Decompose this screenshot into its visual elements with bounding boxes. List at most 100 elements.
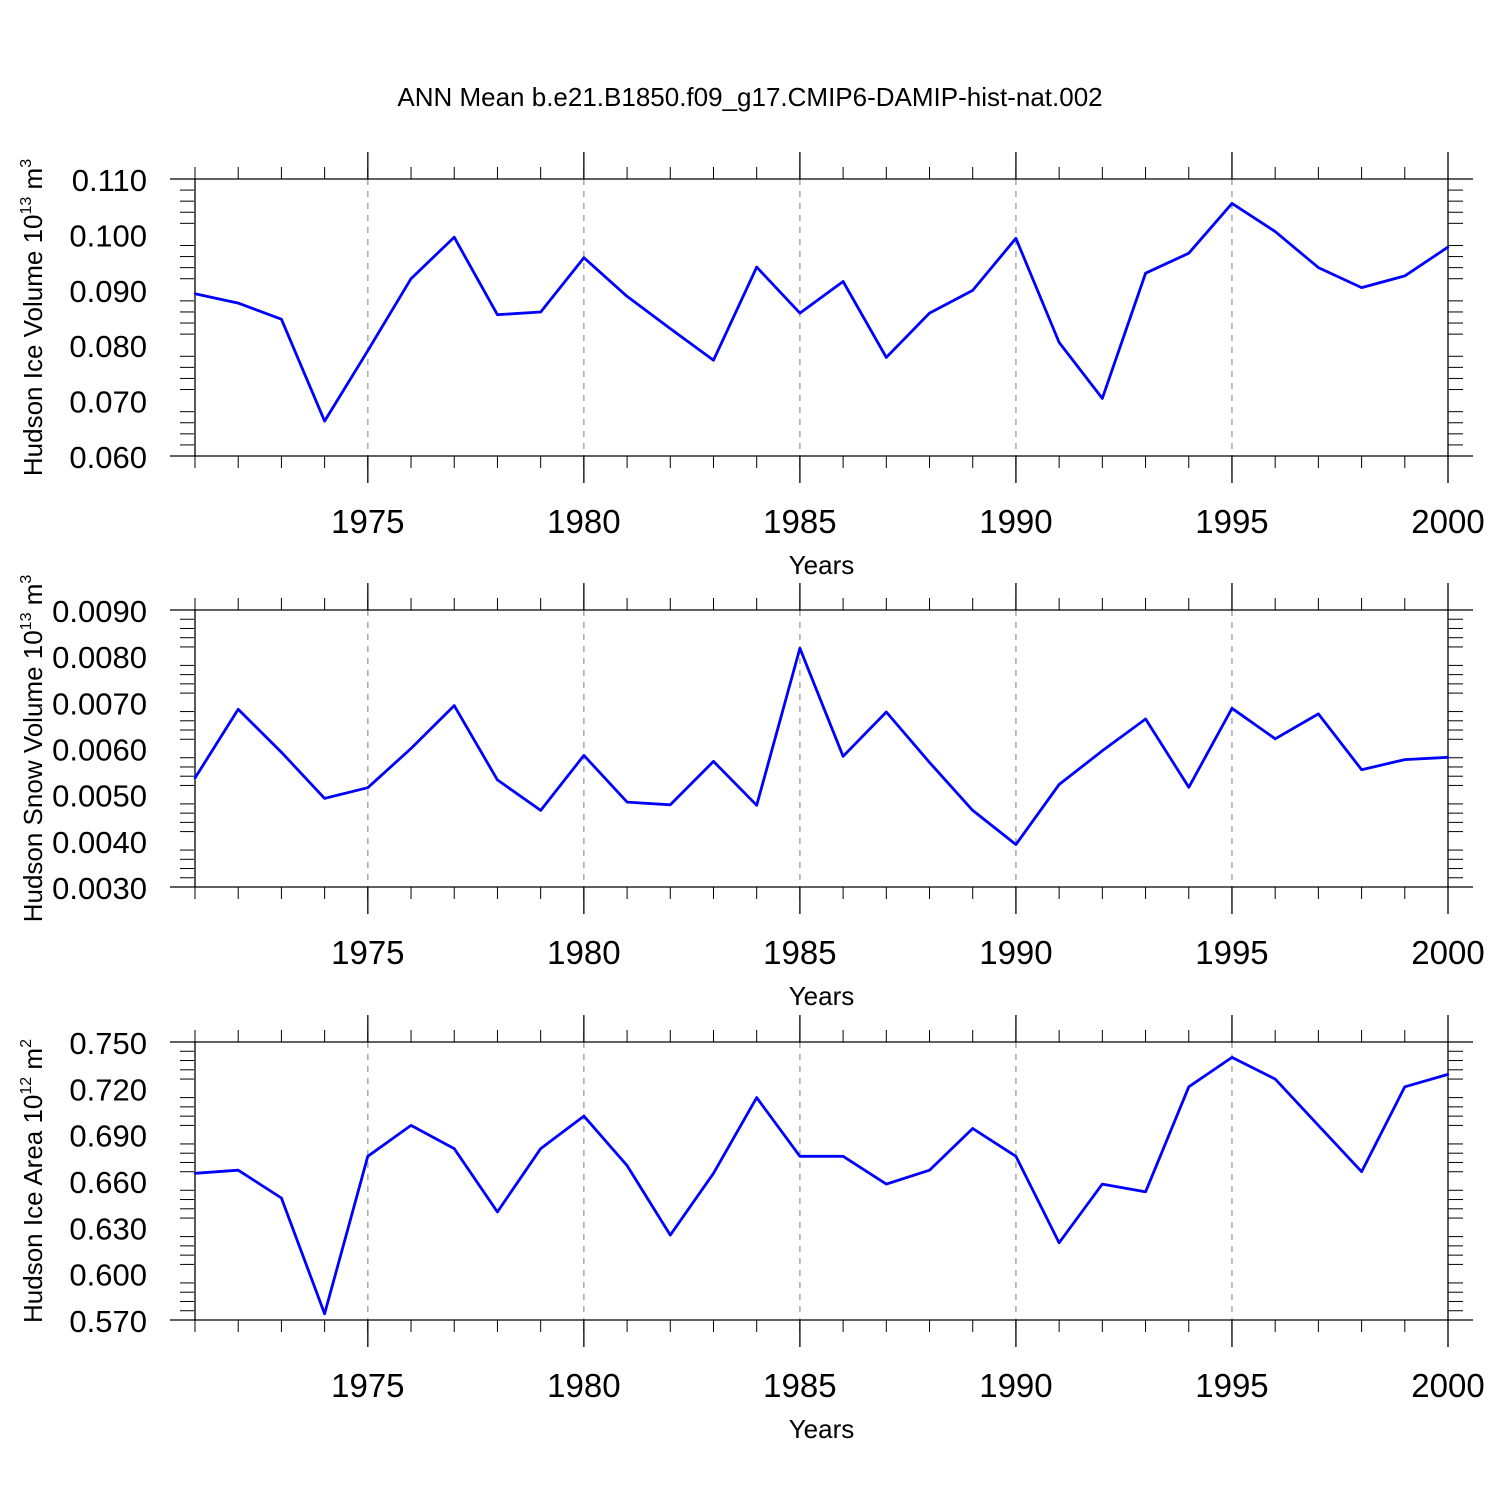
y-axis-label-text: Hudson Snow Volume 10 xyxy=(18,630,48,922)
y-tick-label: 0.690 xyxy=(69,1119,147,1154)
series-line xyxy=(194,1056,1449,1316)
data-point-1997 xyxy=(1317,266,1320,269)
data-point-1995 xyxy=(1230,202,1234,205)
data-point-1995 xyxy=(1230,1056,1234,1059)
data-point-1996 xyxy=(1273,230,1277,233)
chart-title: ANN Mean b.e21.B1850.f09_g17.CMIP6-DAMIP… xyxy=(397,82,1102,112)
data-point-1991 xyxy=(1057,341,1061,344)
data-point-2000 xyxy=(1446,1073,1450,1076)
data-point-1989 xyxy=(971,809,974,812)
y-axis-label-unit: m xyxy=(18,168,48,197)
data-point-1983 xyxy=(712,1172,715,1175)
x-axis-label: Years xyxy=(789,1414,855,1444)
x-tick-label: 1980 xyxy=(547,934,620,971)
data-point-1980 xyxy=(582,754,586,757)
data-point-1977 xyxy=(453,1147,456,1150)
data-point-1980 xyxy=(582,1114,586,1118)
y-tick-label: 0.0080 xyxy=(52,640,147,675)
data-point-1998 xyxy=(1360,286,1363,289)
data-point-1984 xyxy=(755,1096,758,1099)
data-point-1973 xyxy=(280,750,283,754)
data-point-1974 xyxy=(323,797,326,800)
data-point-1997 xyxy=(1317,712,1320,716)
data-point-1996 xyxy=(1273,1077,1277,1081)
data-point-1990 xyxy=(1014,237,1018,240)
data-point-1971 xyxy=(193,776,197,780)
data-point-2000 xyxy=(1446,245,1450,249)
y-tick-label: 0.0040 xyxy=(52,825,147,860)
y-tick-label: 0.0050 xyxy=(52,779,147,814)
x-tick-label: 1995 xyxy=(1195,1367,1268,1404)
y-axis-label-exponent: 13 xyxy=(18,197,35,215)
data-point-1993 xyxy=(1144,271,1147,275)
x-tick-label: 1975 xyxy=(331,934,404,971)
data-point-1979 xyxy=(539,1147,542,1150)
data-point-1993 xyxy=(1144,717,1147,721)
data-point-1973 xyxy=(280,1196,283,1200)
data-point-1998 xyxy=(1360,1170,1363,1173)
y-axis-label-text: Hudson Ice Area 10 xyxy=(18,1095,48,1323)
data-point-1986 xyxy=(841,280,845,283)
data-point-1981 xyxy=(625,295,629,298)
data-point-1971 xyxy=(193,292,197,295)
data-point-1993 xyxy=(1144,1190,1147,1194)
y-axis-label: Hudson Ice Area 1012 m2 xyxy=(18,1039,48,1323)
data-point-1992 xyxy=(1101,1182,1104,1186)
x-tick-label: 1980 xyxy=(547,1367,620,1404)
data-point-1974 xyxy=(323,419,326,423)
data-point-1985 xyxy=(798,1155,802,1158)
y-tick-label: 0.720 xyxy=(69,1072,147,1107)
data-point-1991 xyxy=(1057,1241,1061,1244)
data-point-1981 xyxy=(625,1164,629,1167)
x-tick-label: 2000 xyxy=(1411,503,1484,540)
data-point-1982 xyxy=(669,327,672,330)
data-point-2000 xyxy=(1446,756,1450,759)
y-tick-label: 0.600 xyxy=(69,1258,147,1293)
x-tick-label: 2000 xyxy=(1411,1367,1484,1404)
x-tick-label: 1990 xyxy=(979,1367,1052,1404)
data-point-1982 xyxy=(669,803,672,807)
y-tick-label: 0.110 xyxy=(72,163,147,198)
y-axis-label-unit-exponent: 3 xyxy=(18,159,35,168)
y-axis-label-unit-exponent: 3 xyxy=(18,575,35,584)
data-point-1988 xyxy=(928,761,931,764)
y-tick-label: 0.090 xyxy=(69,274,147,309)
data-point-1980 xyxy=(582,256,586,259)
x-tick-label: 1995 xyxy=(1195,503,1268,540)
x-tick-label: 2000 xyxy=(1411,934,1484,971)
x-tick-label: 1980 xyxy=(547,503,620,540)
y-tick-label: 0.060 xyxy=(69,440,147,475)
data-point-1989 xyxy=(971,1127,974,1130)
data-point-1999 xyxy=(1403,758,1406,761)
chart-panels: 1975 1980 1985 1990 1995 2000 0.060 0.070 0.080 0… xyxy=(18,152,1485,1444)
data-point-1987 xyxy=(885,356,888,359)
data-point-1998 xyxy=(1360,768,1363,771)
y-tick-label: 0.0060 xyxy=(52,733,147,768)
chart-panel-2: 1975 1980 1985 1990 1995 2000 0.0030 0.0040 0.00… xyxy=(18,575,1485,1011)
y-tick-label: 0.660 xyxy=(69,1165,147,1200)
data-point-1999 xyxy=(1403,1085,1406,1088)
data-point-1982 xyxy=(669,1233,672,1237)
y-tick-label: 0.080 xyxy=(69,329,147,364)
y-tick-label: 0.0030 xyxy=(52,871,147,906)
data-point-1972 xyxy=(237,708,240,711)
data-point-1995 xyxy=(1230,707,1234,710)
y-axis-label-unit: m xyxy=(18,584,48,613)
data-point-1978 xyxy=(496,313,499,316)
data-point-1975 xyxy=(366,349,370,352)
x-axis-label: Years xyxy=(789,550,855,580)
x-tick-label: 1985 xyxy=(763,503,836,540)
data-point-1990 xyxy=(1014,843,1018,846)
y-axis-label: Hudson Ice Volume 1013 m3 xyxy=(18,159,48,476)
x-tick-label: 1985 xyxy=(763,1367,836,1404)
data-point-1973 xyxy=(280,317,283,321)
x-tick-label: 1975 xyxy=(331,503,404,540)
data-point-1996 xyxy=(1273,737,1277,741)
y-axis-label: Hudson Snow Volume 1013 m3 xyxy=(18,575,48,923)
data-point-1994 xyxy=(1187,786,1190,789)
data-point-1986 xyxy=(841,1155,845,1158)
data-point-1972 xyxy=(237,1168,240,1172)
data-point-1990 xyxy=(1014,1155,1018,1158)
data-point-1977 xyxy=(453,704,456,707)
